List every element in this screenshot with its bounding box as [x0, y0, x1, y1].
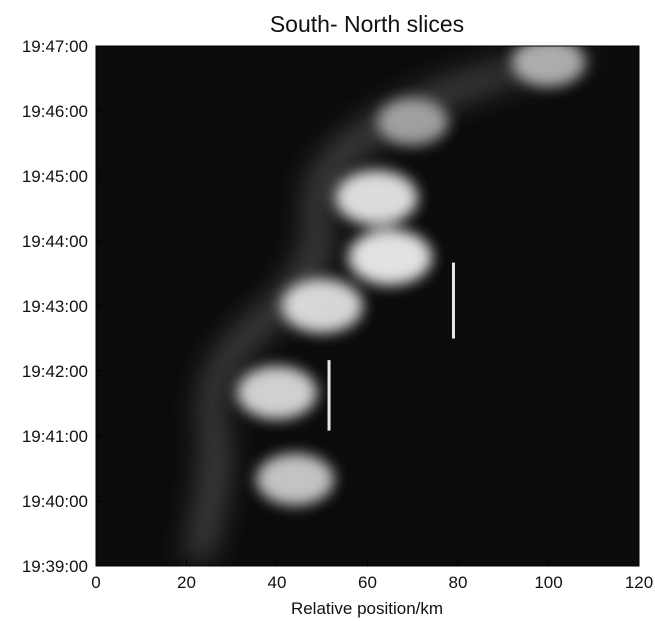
bright-feature-4: [335, 170, 418, 226]
chart-title: South- North slices: [270, 11, 464, 37]
marker-lines: [327, 262, 455, 431]
y-axis: 19:39:00 19:40:00 19:41:00 19:42:00 19:43:00…: [22, 37, 102, 576]
x-axis: 0 20 40 60 80 100 120: [91, 560, 653, 592]
bright-feature-1: [236, 365, 318, 420]
x-tick-label: 120: [625, 573, 653, 592]
y-tick-label: 19:41:00: [22, 427, 88, 446]
bright-feature-0: [256, 453, 335, 506]
y-tick-label: 19:40:00: [22, 492, 88, 511]
y-tick-label: 19:47:00: [22, 37, 88, 56]
x-tick-label: 20: [177, 573, 196, 592]
x-tick-label: 0: [91, 573, 100, 592]
bright-features: [236, 46, 586, 506]
x-tick-label: 100: [534, 573, 562, 592]
bright-feature-2: [281, 278, 364, 334]
y-tick-label: 19:45:00: [22, 167, 88, 186]
x-tick-label: 80: [449, 573, 468, 592]
aurora-haze: [185, 50, 600, 560]
y-tick-label: 19:39:00: [22, 557, 88, 576]
bright-feature-6: [511, 46, 586, 87]
y-tick-label: 19:42:00: [22, 362, 88, 381]
x-axis-label: Relative position/km: [291, 599, 443, 618]
bright-feature-3: [348, 229, 433, 286]
x-tick-label: 40: [268, 573, 287, 592]
y-tick-label: 19:44:00: [22, 232, 88, 251]
y-tick-label: 19:46:00: [22, 102, 88, 121]
y-tick-label: 19:43:00: [22, 297, 88, 316]
bright-feature-5: [377, 98, 449, 146]
x-tick-label: 60: [358, 573, 377, 592]
